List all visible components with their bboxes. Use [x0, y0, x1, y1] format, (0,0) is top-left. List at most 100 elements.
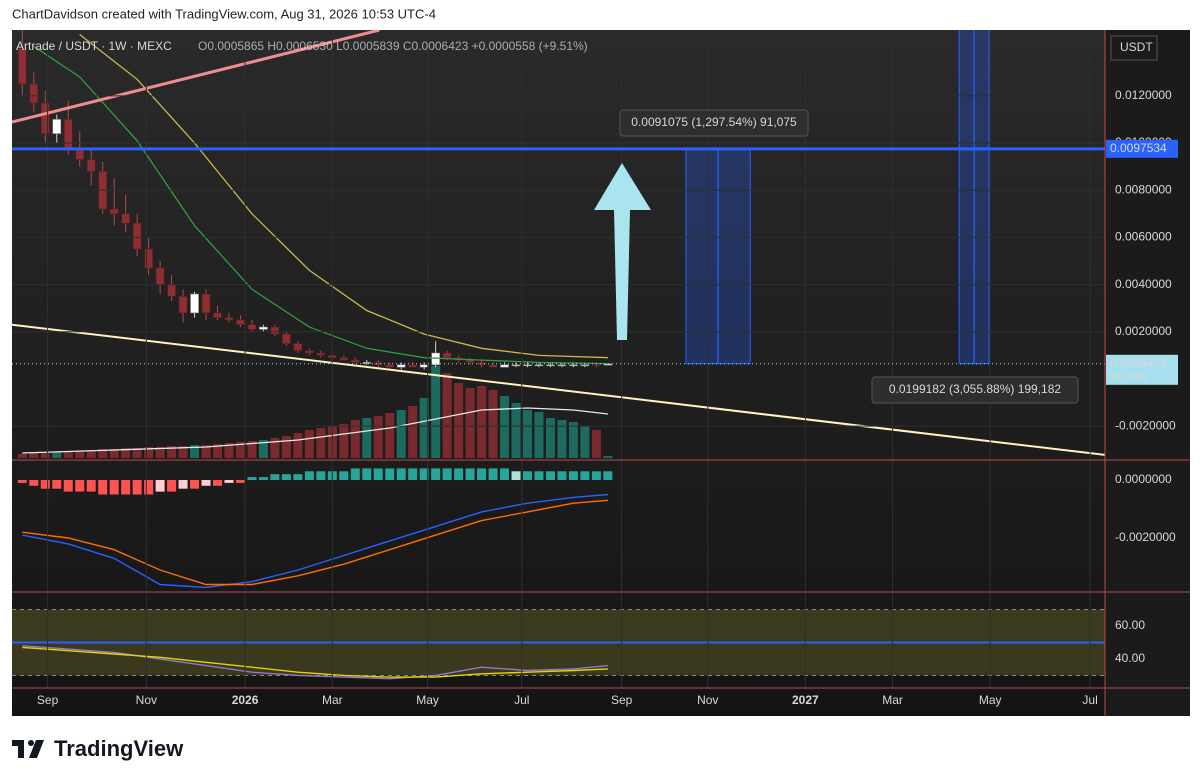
volume-bar [52, 452, 62, 458]
volume-bar [442, 373, 452, 458]
x-tick-label: Mar [882, 693, 903, 707]
volume-bar [431, 366, 441, 458]
y-tick-label: 60.00 [1115, 618, 1145, 632]
volume-bar [523, 410, 533, 458]
volume-bar [178, 446, 188, 458]
candle-body [121, 213, 130, 224]
macd-histogram-bar [477, 468, 487, 480]
volume-bar [213, 444, 223, 458]
macd-histogram-bar [568, 471, 578, 480]
x-tick-label: May [979, 693, 1002, 707]
volume-bar [339, 424, 349, 458]
macd-histogram-bar [270, 474, 280, 480]
candle-body [408, 364, 417, 368]
volume-bar [580, 426, 590, 458]
indicator-line [22, 499, 608, 586]
candle-body [477, 362, 486, 366]
macd-histogram-bar [121, 479, 131, 495]
measure-box [619, 109, 809, 137]
volume-bar [167, 446, 177, 458]
macd-histogram-bar [454, 468, 464, 480]
macd-histogram-bar [132, 479, 142, 495]
candle-body [259, 326, 268, 330]
volume-bar [63, 452, 73, 458]
volume-bar [419, 398, 429, 458]
candle-body [224, 317, 234, 321]
macd-histogram-bar [591, 471, 601, 480]
macd-histogram-bar [86, 479, 96, 492]
candle-body [270, 326, 280, 335]
volume-bar [465, 388, 475, 458]
logo-icon [12, 740, 44, 758]
volume-bar [270, 438, 280, 458]
x-tick-label: Mar [322, 693, 343, 707]
macd-histogram-bar [190, 479, 200, 489]
macd-histogram-bar [316, 471, 326, 480]
pane [12, 30, 1105, 458]
candle-body [40, 102, 50, 134]
candle-body [190, 293, 199, 314]
macd-histogram-bar [281, 474, 291, 480]
volume-bar [557, 420, 567, 458]
macd-histogram-bar [304, 471, 314, 480]
macd-histogram-bar [258, 477, 268, 480]
measure-label: 0.0199182 (3,055.88%) 199,182 [889, 382, 1061, 396]
macd-histogram-bar [339, 471, 349, 480]
volume-bar [86, 450, 96, 458]
y-tick-label: -0.0020000 [1115, 530, 1176, 544]
candle-body [500, 364, 509, 368]
macd-histogram-bar [396, 468, 406, 480]
x-tick-label: May [416, 693, 439, 707]
volume-ma-line [22, 407, 608, 454]
macd-histogram-bar [488, 468, 498, 480]
volume-bar [121, 448, 131, 458]
x-tick-label: Jul [1082, 693, 1097, 707]
y-tick-label: 40.00 [1115, 651, 1145, 665]
candle-body [350, 359, 360, 363]
last-price-bg [1106, 354, 1178, 385]
candle-body [201, 293, 211, 314]
macd-histogram-bar [235, 479, 245, 483]
candle-body [511, 364, 521, 367]
trendline [12, 30, 380, 124]
candle-body [109, 208, 119, 215]
macd-histogram-bar [534, 471, 544, 480]
macd-histogram-bar [408, 468, 418, 480]
candle-body [305, 350, 314, 354]
logo-slash [29, 740, 44, 758]
candle-body [86, 159, 96, 172]
volume-bar [40, 453, 50, 458]
volume-bar [190, 445, 200, 458]
candle-body [178, 296, 188, 314]
volume-bar [293, 433, 303, 458]
currency-bg [1110, 35, 1158, 61]
volume-bar [17, 454, 27, 458]
countdown: 6d 10h [1110, 369, 1147, 383]
symbol-title: Artrade / USDT · 1W · MEXC [16, 39, 172, 53]
attribution: ChartDavidson created with TradingView.c… [12, 6, 436, 21]
candle-body [396, 364, 406, 368]
hline-label: 0.0097534 [1110, 141, 1167, 155]
candle-body [488, 364, 498, 368]
candle-body [362, 362, 372, 364]
pane [12, 609, 1105, 680]
candle-body [18, 48, 27, 85]
candle-body [546, 364, 555, 367]
macd-histogram-bar [17, 479, 27, 483]
up-arrow [594, 163, 651, 340]
volume-bar [235, 442, 245, 458]
volume-bar [408, 406, 418, 458]
chart-bg [12, 30, 1190, 716]
volume-bar [75, 451, 85, 458]
volume-bar [109, 449, 119, 458]
macd-histogram-bar [350, 468, 360, 480]
candle-body [63, 119, 73, 151]
volume-bar [281, 436, 291, 458]
volume-bar [258, 440, 268, 458]
volume-bar [568, 422, 578, 458]
candle-body [167, 284, 176, 297]
x-tick-label: 2026 [232, 693, 259, 707]
volume-bar [98, 449, 108, 458]
logo-dot [28, 740, 34, 746]
candle-body [592, 364, 601, 367]
